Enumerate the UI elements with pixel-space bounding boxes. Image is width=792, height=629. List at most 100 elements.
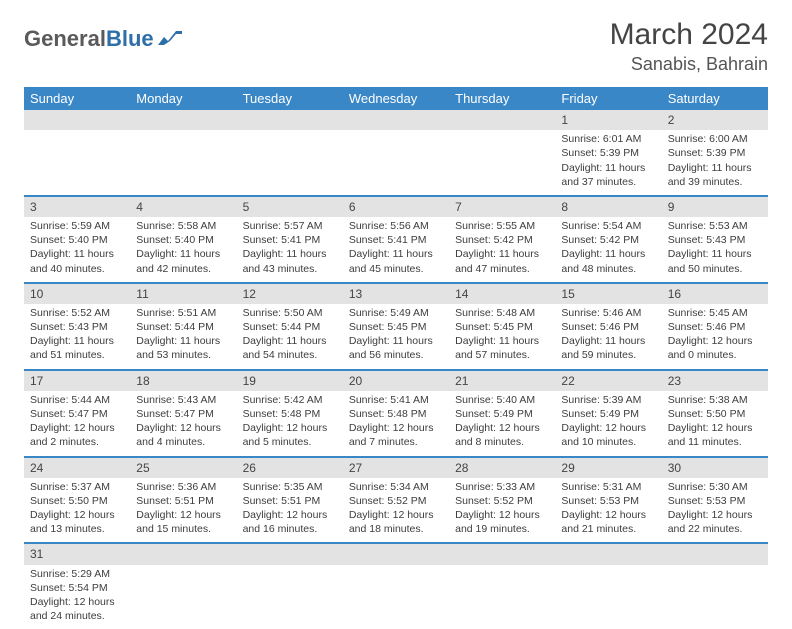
day-dl1: Daylight: 11 hours: [561, 247, 655, 261]
weekday-monday: Monday: [130, 87, 236, 110]
day-dl2: and 19 minutes.: [455, 522, 549, 536]
day-sr: Sunrise: 5:33 AM: [455, 480, 549, 494]
day-number: 2: [662, 110, 768, 130]
day-content: Sunrise: 5:50 AMSunset: 5:44 PMDaylight:…: [237, 304, 343, 369]
day-dl2: and 40 minutes.: [30, 262, 124, 276]
day-dl2: and 57 minutes.: [455, 348, 549, 362]
daynum-cell: 17: [24, 370, 130, 391]
day-dl2: and 15 minutes.: [136, 522, 230, 536]
day-number: 15: [555, 284, 661, 304]
day-dl2: and 54 minutes.: [243, 348, 337, 362]
day-number: 27: [343, 458, 449, 478]
daynum-cell: 21: [449, 370, 555, 391]
daynum-cell: 31: [24, 543, 130, 564]
daynum-cell: 19: [237, 370, 343, 391]
day-dl1: Daylight: 11 hours: [668, 247, 762, 261]
calendar-header: SundayMondayTuesdayWednesdayThursdayFrid…: [24, 87, 768, 110]
day-ss: Sunset: 5:50 PM: [668, 407, 762, 421]
day-content: Sunrise: 5:31 AMSunset: 5:53 PMDaylight:…: [555, 478, 661, 543]
day-ss: Sunset: 5:51 PM: [243, 494, 337, 508]
day-ss: Sunset: 5:44 PM: [136, 320, 230, 334]
day-content: Sunrise: 5:49 AMSunset: 5:45 PMDaylight:…: [343, 304, 449, 369]
day-dl2: and 48 minutes.: [561, 262, 655, 276]
day-sr: Sunrise: 6:00 AM: [668, 132, 762, 146]
day-dl1: Daylight: 12 hours: [243, 508, 337, 522]
day-sr: Sunrise: 5:56 AM: [349, 219, 443, 233]
week-5-daynums: 31: [24, 543, 768, 564]
day-cell: [130, 565, 236, 629]
day-dl2: and 59 minutes.: [561, 348, 655, 362]
day-dl2: and 5 minutes.: [243, 435, 337, 449]
day-dl2: and 7 minutes.: [349, 435, 443, 449]
day-number: 31: [24, 544, 130, 564]
weekday-saturday: Saturday: [662, 87, 768, 110]
day-number: 12: [237, 284, 343, 304]
daynum-cell: 11: [130, 283, 236, 304]
day-dl2: and 18 minutes.: [349, 522, 443, 536]
day-sr: Sunrise: 5:31 AM: [561, 480, 655, 494]
day-ss: Sunset: 5:53 PM: [668, 494, 762, 508]
brand-part2: Blue: [106, 26, 154, 52]
day-dl1: Daylight: 11 hours: [243, 247, 337, 261]
week-2-content: Sunrise: 5:52 AMSunset: 5:43 PMDaylight:…: [24, 304, 768, 370]
day-number: 29: [555, 458, 661, 478]
day-number: 28: [449, 458, 555, 478]
week-0-daynums: 12: [24, 110, 768, 130]
day-number: 8: [555, 197, 661, 217]
day-number: 26: [237, 458, 343, 478]
day-cell: Sunrise: 5:46 AMSunset: 5:46 PMDaylight:…: [555, 304, 661, 370]
day-sr: Sunrise: 5:41 AM: [349, 393, 443, 407]
day-dl1: Daylight: 12 hours: [561, 421, 655, 435]
daynum-cell: 6: [343, 196, 449, 217]
daynum-cell: [130, 543, 236, 564]
day-cell: Sunrise: 5:52 AMSunset: 5:43 PMDaylight:…: [24, 304, 130, 370]
day-content: Sunrise: 5:41 AMSunset: 5:48 PMDaylight:…: [343, 391, 449, 456]
daynum-cell: 10: [24, 283, 130, 304]
day-dl1: Daylight: 12 hours: [349, 421, 443, 435]
daynum-cell: 16: [662, 283, 768, 304]
day-cell: Sunrise: 5:48 AMSunset: 5:45 PMDaylight:…: [449, 304, 555, 370]
daynum-cell: 29: [555, 457, 661, 478]
day-ss: Sunset: 5:47 PM: [136, 407, 230, 421]
day-cell: Sunrise: 5:38 AMSunset: 5:50 PMDaylight:…: [662, 391, 768, 457]
day-content: Sunrise: 5:58 AMSunset: 5:40 PMDaylight:…: [130, 217, 236, 282]
title-block: March 2024 Sanabis, Bahrain: [610, 18, 768, 75]
day-dl2: and 8 minutes.: [455, 435, 549, 449]
daynum-cell: 7: [449, 196, 555, 217]
day-content: Sunrise: 5:42 AMSunset: 5:48 PMDaylight:…: [237, 391, 343, 456]
daynum-cell: 5: [237, 196, 343, 217]
day-dl2: and 39 minutes.: [668, 175, 762, 189]
day-ss: Sunset: 5:39 PM: [668, 146, 762, 160]
day-dl2: and 10 minutes.: [561, 435, 655, 449]
day-cell: Sunrise: 5:56 AMSunset: 5:41 PMDaylight:…: [343, 217, 449, 283]
day-cell: [555, 565, 661, 629]
daynum-cell: [555, 543, 661, 564]
day-content: Sunrise: 5:30 AMSunset: 5:53 PMDaylight:…: [662, 478, 768, 543]
day-content: Sunrise: 5:33 AMSunset: 5:52 PMDaylight:…: [449, 478, 555, 543]
daynum-cell: 9: [662, 196, 768, 217]
day-dl2: and 47 minutes.: [455, 262, 549, 276]
day-sr: Sunrise: 5:49 AM: [349, 306, 443, 320]
day-content: Sunrise: 5:35 AMSunset: 5:51 PMDaylight:…: [237, 478, 343, 543]
day-ss: Sunset: 5:49 PM: [455, 407, 549, 421]
calendar-body: 12Sunrise: 6:01 AMSunset: 5:39 PMDayligh…: [24, 110, 768, 629]
day-sr: Sunrise: 5:30 AM: [668, 480, 762, 494]
day-dl1: Daylight: 11 hours: [455, 334, 549, 348]
day-number: 6: [343, 197, 449, 217]
day-number: 14: [449, 284, 555, 304]
day-number: 18: [130, 371, 236, 391]
daynum-cell: [449, 543, 555, 564]
day-dl1: Daylight: 11 hours: [136, 247, 230, 261]
day-content: Sunrise: 5:57 AMSunset: 5:41 PMDaylight:…: [237, 217, 343, 282]
week-1-content: Sunrise: 5:59 AMSunset: 5:40 PMDaylight:…: [24, 217, 768, 283]
week-3-content: Sunrise: 5:44 AMSunset: 5:47 PMDaylight:…: [24, 391, 768, 457]
day-sr: Sunrise: 5:52 AM: [30, 306, 124, 320]
daynum-cell: 28: [449, 457, 555, 478]
day-content: Sunrise: 5:56 AMSunset: 5:41 PMDaylight:…: [343, 217, 449, 282]
day-ss: Sunset: 5:43 PM: [668, 233, 762, 247]
daynum-cell: [343, 110, 449, 130]
daynum-cell: [24, 110, 130, 130]
day-content: Sunrise: 5:52 AMSunset: 5:43 PMDaylight:…: [24, 304, 130, 369]
day-sr: Sunrise: 5:51 AM: [136, 306, 230, 320]
day-content: Sunrise: 5:46 AMSunset: 5:46 PMDaylight:…: [555, 304, 661, 369]
